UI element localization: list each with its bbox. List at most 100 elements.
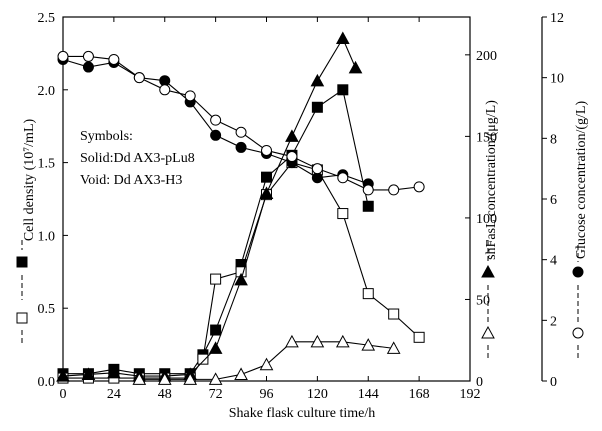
data-point xyxy=(208,341,223,354)
data-point xyxy=(184,90,196,102)
data-point xyxy=(82,50,94,62)
y-right2-tick-label: 10 xyxy=(550,72,564,87)
y-right2-axis-label: Glucose concentration/(g/L) xyxy=(574,101,589,260)
right2-key-circle-open xyxy=(572,327,584,339)
series-line xyxy=(63,55,420,191)
data-point xyxy=(348,60,363,74)
y-left-tick-label: 0.0 xyxy=(38,375,56,390)
x-tick-label: 192 xyxy=(460,387,481,402)
y-left-tick-label: 1.0 xyxy=(38,229,56,244)
y-right2-tick-label: 0 xyxy=(550,375,557,390)
x-tick-label: 168 xyxy=(409,387,430,402)
data-point xyxy=(362,288,374,300)
x-tick-label: 120 xyxy=(307,387,328,402)
data-point xyxy=(285,334,299,348)
y-right1-tick-label: 100 xyxy=(476,212,497,227)
data-point xyxy=(386,341,401,354)
y-left-tick-label: 2.5 xyxy=(38,11,56,26)
data-point xyxy=(107,365,121,379)
y-right2-tick-label: 4 xyxy=(550,254,557,269)
data-point xyxy=(310,73,325,87)
y-right1-tick-label: 0 xyxy=(476,375,483,390)
data-point xyxy=(235,126,247,138)
data-point xyxy=(208,372,223,385)
x-tick-label: 48 xyxy=(158,387,172,402)
data-point xyxy=(261,144,272,156)
data-point xyxy=(261,171,272,183)
series-triangle-open xyxy=(132,334,401,385)
series-line xyxy=(62,37,357,377)
y-right2-tick-label: 6 xyxy=(550,193,557,208)
x-axis-label: Shake flask culture time/h xyxy=(229,406,376,421)
data-point xyxy=(361,338,376,351)
data-point xyxy=(362,184,374,196)
data-point xyxy=(159,75,171,87)
data-point xyxy=(413,331,425,343)
data-point xyxy=(413,181,425,193)
y-right2-tick-label: 12 xyxy=(550,11,564,26)
y-left-label-group: Cell density (10⁷/mL) xyxy=(22,119,37,242)
x-tick-label: 144 xyxy=(358,387,379,402)
left-key-square-open xyxy=(16,312,28,324)
x-tick-label: 72 xyxy=(209,387,223,402)
legend-void: Void: Dd AX3-H3 xyxy=(80,173,182,188)
data-point xyxy=(81,367,96,380)
right1-key-triangle-filled xyxy=(481,264,495,278)
y-left-tick-label: 0.5 xyxy=(38,302,56,317)
left-key-square-filled xyxy=(16,256,28,268)
data-point xyxy=(286,151,298,163)
data-point xyxy=(311,163,323,175)
data-point xyxy=(56,369,70,382)
y-right2-tick-label: 8 xyxy=(550,132,557,147)
data-point xyxy=(335,31,350,45)
x-tick-label: 24 xyxy=(107,387,121,402)
data-point xyxy=(210,114,222,126)
right1-key-triangle-open xyxy=(481,325,495,339)
data-point xyxy=(285,129,299,142)
data-point xyxy=(234,272,248,286)
data-point xyxy=(388,184,400,196)
series-line xyxy=(63,161,420,379)
y-right1-tick-label: 50 xyxy=(476,293,490,308)
data-point xyxy=(235,141,247,153)
data-point xyxy=(362,200,374,212)
data-point xyxy=(133,72,145,84)
data-point xyxy=(311,172,323,184)
data-point xyxy=(259,357,274,371)
data-point xyxy=(234,367,248,380)
data-point xyxy=(259,186,274,199)
data-point xyxy=(337,84,349,96)
axis-key-markers xyxy=(16,240,584,360)
data-point xyxy=(388,308,400,320)
y-right2-label-group: Glucose concentration/(g/L) xyxy=(574,101,589,260)
legend-title: Symbols: xyxy=(80,129,133,144)
x-tick-label: 96 xyxy=(260,387,274,402)
data-point xyxy=(57,50,69,62)
data-point xyxy=(310,334,325,348)
data-point xyxy=(210,324,222,336)
data-point xyxy=(337,208,349,220)
y-left-axis-label: Cell density (10⁷/mL) xyxy=(22,119,37,242)
y-left-tick-label: 1.5 xyxy=(38,157,56,172)
right2-key-circle-filled xyxy=(572,266,584,278)
series-circle-open xyxy=(57,50,425,196)
data-point xyxy=(157,372,172,385)
data-point xyxy=(337,172,349,184)
y-right1-tick-label: 200 xyxy=(476,49,497,64)
data-point xyxy=(132,372,147,385)
data-point xyxy=(108,53,120,65)
plot-frame xyxy=(62,16,543,382)
y-right1-axis-label: shFasL concentration/(μg/L) xyxy=(484,100,499,260)
data-point xyxy=(311,101,323,113)
data-point xyxy=(183,372,198,385)
y-right1-tick-label: 150 xyxy=(476,130,497,145)
y-left-tick-label: 2.0 xyxy=(38,84,56,99)
series-triangle-filled xyxy=(56,31,363,382)
legend-solid: Solid:Dd AX3-pLu8 xyxy=(80,151,195,166)
series-layer xyxy=(56,31,425,385)
x-tick-label: 0 xyxy=(60,387,67,402)
y-right2-tick-label: 2 xyxy=(550,314,557,329)
data-point xyxy=(197,353,209,365)
data-point xyxy=(335,334,350,348)
